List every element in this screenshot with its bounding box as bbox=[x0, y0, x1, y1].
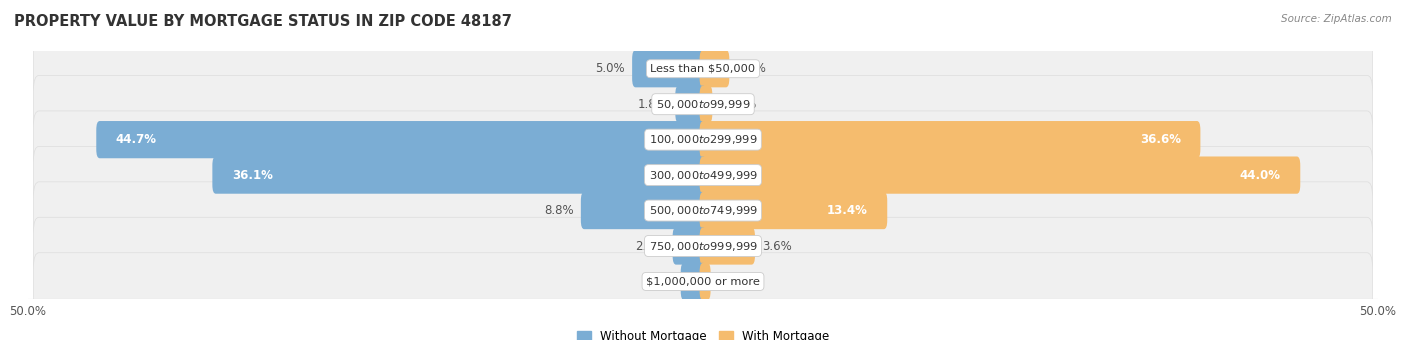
Text: 1.4%: 1.4% bbox=[644, 275, 673, 288]
FancyBboxPatch shape bbox=[672, 227, 706, 265]
Text: 44.7%: 44.7% bbox=[115, 133, 157, 146]
Text: 0.44%: 0.44% bbox=[720, 98, 756, 111]
FancyBboxPatch shape bbox=[34, 253, 1372, 310]
FancyBboxPatch shape bbox=[700, 50, 730, 87]
FancyBboxPatch shape bbox=[34, 217, 1372, 275]
FancyBboxPatch shape bbox=[581, 192, 706, 229]
FancyBboxPatch shape bbox=[34, 40, 1372, 98]
FancyBboxPatch shape bbox=[34, 111, 1372, 168]
Text: 13.4%: 13.4% bbox=[827, 204, 868, 217]
Text: $100,000 to $299,999: $100,000 to $299,999 bbox=[648, 133, 758, 146]
Text: 2.0%: 2.0% bbox=[636, 239, 665, 253]
FancyBboxPatch shape bbox=[700, 263, 710, 300]
Text: PROPERTY VALUE BY MORTGAGE STATUS IN ZIP CODE 48187: PROPERTY VALUE BY MORTGAGE STATUS IN ZIP… bbox=[14, 14, 512, 29]
Text: $50,000 to $99,999: $50,000 to $99,999 bbox=[655, 98, 751, 111]
Text: 5.0%: 5.0% bbox=[595, 62, 624, 75]
Text: $1,000,000 or more: $1,000,000 or more bbox=[647, 276, 759, 287]
Text: $300,000 to $499,999: $300,000 to $499,999 bbox=[648, 169, 758, 182]
FancyBboxPatch shape bbox=[675, 86, 706, 123]
FancyBboxPatch shape bbox=[681, 263, 706, 300]
FancyBboxPatch shape bbox=[700, 121, 1201, 158]
Text: 1.7%: 1.7% bbox=[737, 62, 766, 75]
FancyBboxPatch shape bbox=[96, 121, 706, 158]
FancyBboxPatch shape bbox=[700, 156, 1301, 194]
Text: 1.8%: 1.8% bbox=[638, 98, 668, 111]
FancyBboxPatch shape bbox=[34, 147, 1372, 204]
Legend: Without Mortgage, With Mortgage: Without Mortgage, With Mortgage bbox=[572, 325, 834, 340]
Text: 44.0%: 44.0% bbox=[1240, 169, 1281, 182]
Text: Source: ZipAtlas.com: Source: ZipAtlas.com bbox=[1281, 14, 1392, 23]
FancyBboxPatch shape bbox=[700, 192, 887, 229]
Text: $750,000 to $999,999: $750,000 to $999,999 bbox=[648, 239, 758, 253]
FancyBboxPatch shape bbox=[700, 227, 755, 265]
Text: 3.6%: 3.6% bbox=[762, 239, 792, 253]
FancyBboxPatch shape bbox=[34, 182, 1372, 239]
Text: 36.1%: 36.1% bbox=[232, 169, 273, 182]
Text: 0.31%: 0.31% bbox=[718, 275, 755, 288]
FancyBboxPatch shape bbox=[700, 86, 713, 123]
FancyBboxPatch shape bbox=[633, 50, 706, 87]
Text: $500,000 to $749,999: $500,000 to $749,999 bbox=[648, 204, 758, 217]
FancyBboxPatch shape bbox=[212, 156, 706, 194]
Text: 36.6%: 36.6% bbox=[1140, 133, 1181, 146]
Text: 8.8%: 8.8% bbox=[544, 204, 574, 217]
Text: Less than $50,000: Less than $50,000 bbox=[651, 64, 755, 74]
FancyBboxPatch shape bbox=[34, 75, 1372, 133]
